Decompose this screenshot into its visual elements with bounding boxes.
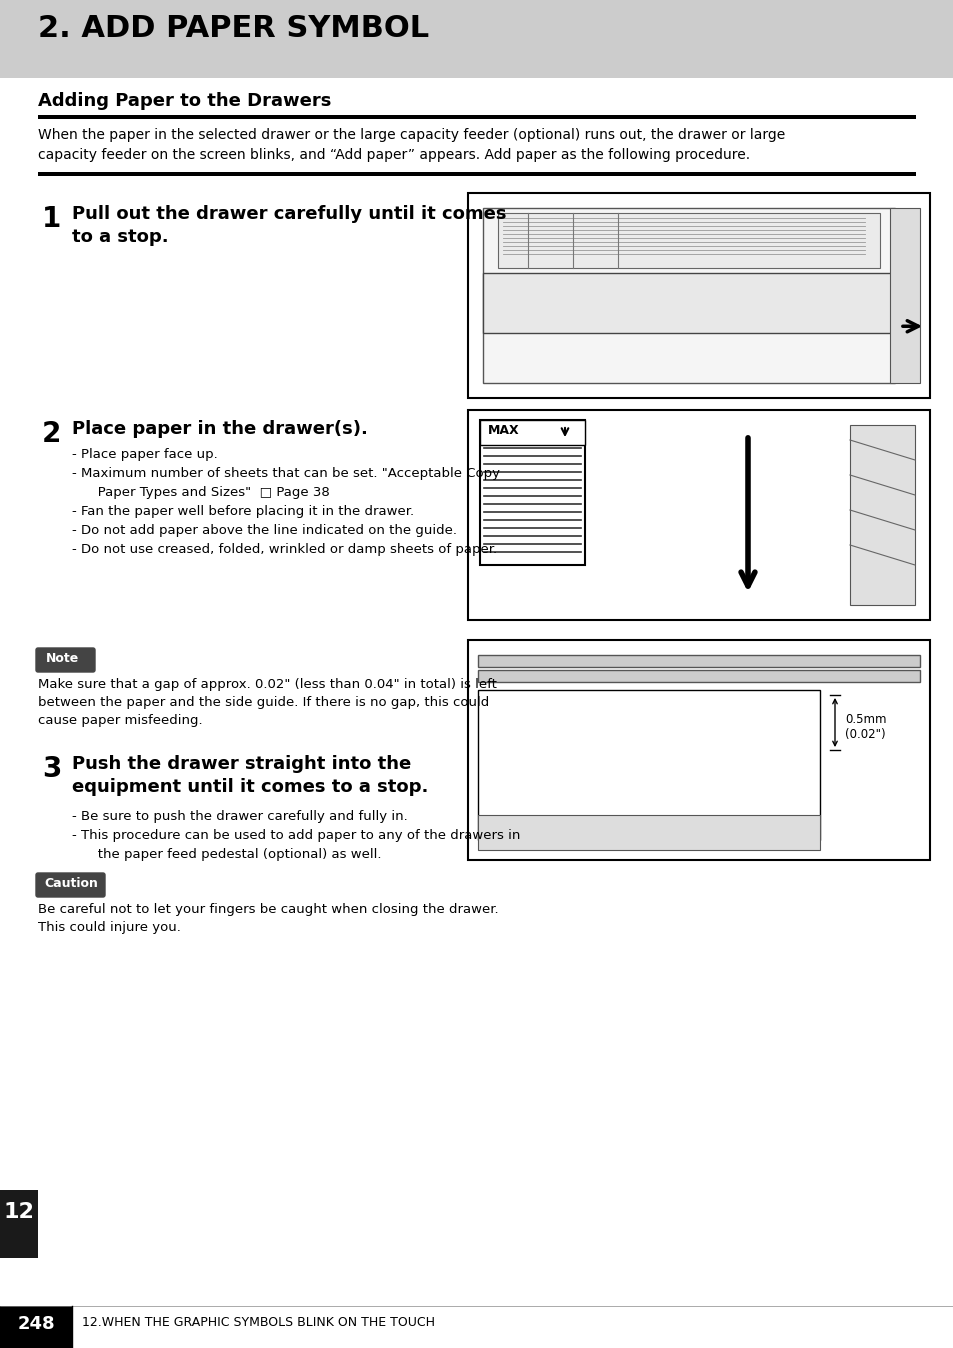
Text: 2. ADD PAPER SYMBOL: 2. ADD PAPER SYMBOL [38, 13, 429, 43]
Text: 248: 248 [17, 1316, 54, 1333]
Text: Note: Note [46, 652, 79, 665]
Bar [477, 655, 919, 667]
Bar [477, 690, 820, 840]
Text: 12.WHEN THE GRAPHIC SYMBOLS BLINK ON THE TOUCH: 12.WHEN THE GRAPHIC SYMBOLS BLINK ON THE… [82, 1316, 435, 1329]
Bar [499, 739, 509, 748]
Text: - Fan the paper well before placing it in the drawer.: - Fan the paper well before placing it i… [71, 506, 414, 518]
Bar [499, 696, 509, 704]
Text: - Place paper face up.: - Place paper face up. [71, 448, 217, 461]
Bar [499, 706, 509, 714]
Bar [533, 728, 541, 737]
Bar [489, 696, 497, 704]
Bar [489, 706, 497, 714]
Bar [511, 728, 519, 737]
Text: the paper feed pedestal (optional) as well.: the paper feed pedestal (optional) as we… [85, 848, 381, 861]
Text: equipment until it comes to a stop.: equipment until it comes to a stop. [71, 778, 428, 797]
Bar [521, 728, 531, 737]
Text: 2: 2 [42, 421, 61, 448]
Bar [477, 816, 820, 851]
Text: - This procedure can be used to add paper to any of the drawers in: - This procedure can be used to add pape… [71, 829, 519, 842]
Text: MAX: MAX [488, 425, 519, 437]
Bar [499, 717, 509, 727]
Text: to a stop.: to a stop. [71, 228, 169, 245]
Bar [489, 728, 497, 737]
Bar [489, 739, 497, 748]
Bar [511, 739, 519, 748]
Text: Caution: Caution [44, 878, 98, 890]
Bar [38, 115, 915, 119]
Bar [521, 696, 531, 704]
Text: - Do not use creased, folded, wrinkled or damp sheets of paper.: - Do not use creased, folded, wrinkled o… [71, 543, 497, 555]
Bar [521, 706, 531, 714]
Text: between the paper and the side guide. If there is no gap, this could: between the paper and the side guide. If… [38, 696, 489, 709]
Bar [479, 421, 584, 565]
Text: Pull out the drawer carefully until it comes: Pull out the drawer carefully until it c… [71, 205, 506, 222]
Bar [497, 213, 879, 268]
Text: 1: 1 [42, 205, 61, 233]
Text: When the paper in the selected drawer or the large capacity feeder (optional) ru: When the paper in the selected drawer or… [38, 128, 784, 142]
Bar [477, 728, 486, 737]
Text: (0.02"): (0.02") [844, 728, 884, 741]
Bar [511, 706, 519, 714]
Bar [533, 706, 541, 714]
Bar [0, 1306, 953, 1348]
Bar [489, 717, 497, 727]
Bar [511, 696, 519, 704]
Bar [468, 640, 929, 860]
Text: capacity feeder on the screen blinks, and “Add paper” appears. Add paper as the : capacity feeder on the screen blinks, an… [38, 148, 749, 162]
Bar [482, 274, 894, 333]
Bar [533, 739, 541, 748]
Bar [38, 173, 915, 177]
FancyBboxPatch shape [36, 648, 95, 673]
Text: Adding Paper to the Drawers: Adding Paper to the Drawers [38, 92, 331, 111]
Bar [511, 717, 519, 727]
Bar [477, 717, 486, 727]
Bar [468, 410, 929, 620]
Bar [479, 421, 584, 445]
Bar [889, 208, 919, 383]
Text: 12: 12 [4, 1202, 34, 1223]
Text: 0.5mm: 0.5mm [844, 713, 885, 727]
Bar [477, 670, 919, 682]
Text: Push the drawer straight into the: Push the drawer straight into the [71, 755, 411, 772]
Text: Paper Types and Sizes"  □ Page 38: Paper Types and Sizes" □ Page 38 [85, 487, 330, 499]
Bar [499, 728, 509, 737]
Bar [521, 717, 531, 727]
Bar [468, 193, 929, 398]
Text: - Do not add paper above the line indicated on the guide.: - Do not add paper above the line indica… [71, 524, 456, 537]
Bar [0, 1306, 71, 1348]
Bar [533, 696, 541, 704]
Text: Place paper in the drawer(s).: Place paper in the drawer(s). [71, 421, 368, 438]
Text: - Maximum number of sheets that can be set. "Acceptable Copy: - Maximum number of sheets that can be s… [71, 466, 499, 480]
Bar [477, 706, 486, 714]
Bar [849, 425, 914, 605]
Bar [482, 208, 894, 383]
FancyBboxPatch shape [36, 874, 105, 896]
Bar [521, 739, 531, 748]
Text: 3: 3 [42, 755, 61, 783]
Text: This could injure you.: This could injure you. [38, 921, 181, 934]
Bar [533, 717, 541, 727]
Text: Make sure that a gap of approx. 0.02" (less than 0.04" in total) is left: Make sure that a gap of approx. 0.02" (l… [38, 678, 497, 692]
Bar [477, 696, 486, 704]
Text: - Be sure to push the drawer carefully and fully in.: - Be sure to push the drawer carefully a… [71, 810, 407, 824]
Bar [0, 0, 953, 78]
Text: cause paper misfeeding.: cause paper misfeeding. [38, 714, 202, 727]
Bar [477, 739, 486, 748]
Bar [0, 1190, 38, 1258]
Text: Be careful not to let your fingers be caught when closing the drawer.: Be careful not to let your fingers be ca… [38, 903, 498, 917]
